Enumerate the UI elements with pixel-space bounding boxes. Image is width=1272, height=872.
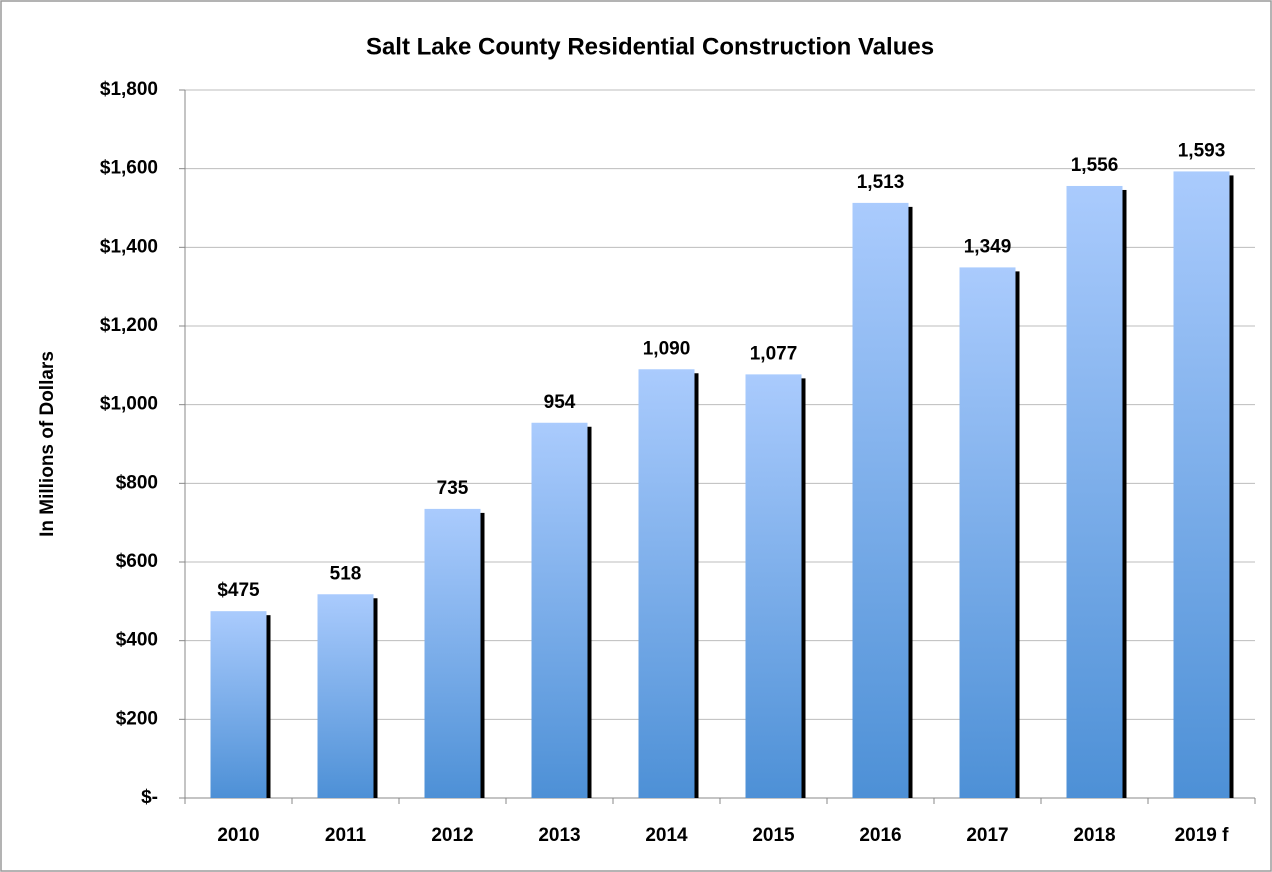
x-tick-label: 2015 xyxy=(752,825,795,846)
y-tick-label: $1,400 xyxy=(100,236,158,257)
data-label: 735 xyxy=(437,478,469,499)
y-tick-label: $1,000 xyxy=(100,394,158,415)
data-label: 1,077 xyxy=(750,343,798,364)
y-tick-label: $200 xyxy=(116,708,158,729)
x-tick-label: 2017 xyxy=(966,825,1008,846)
y-axis-title: In Millions of Dollars xyxy=(37,351,58,537)
x-tick-label: 2018 xyxy=(1073,825,1115,846)
data-label: 1,513 xyxy=(857,172,905,193)
y-tick-label: $1,800 xyxy=(100,79,158,100)
data-label: 1,349 xyxy=(964,236,1012,257)
chart-title: Salt Lake County Residential Constructio… xyxy=(366,33,934,60)
bar xyxy=(1173,171,1230,799)
data-label: 518 xyxy=(330,563,362,584)
data-label: 1,593 xyxy=(1178,140,1226,161)
x-tick-label: 2013 xyxy=(538,825,580,846)
bar xyxy=(1066,185,1123,798)
y-tick-label: $1,200 xyxy=(100,315,158,336)
bar xyxy=(959,267,1016,799)
y-tick-label: $400 xyxy=(116,630,158,651)
x-tick-label: 2012 xyxy=(431,825,473,846)
x-tick-label: 2014 xyxy=(645,825,688,846)
y-tick-label: $600 xyxy=(116,551,158,572)
bar xyxy=(852,202,909,799)
data-label: 954 xyxy=(544,392,576,413)
bar xyxy=(317,594,374,798)
x-tick-label: 2010 xyxy=(217,825,259,846)
data-label: 1,556 xyxy=(1071,155,1119,176)
data-label: 1,090 xyxy=(643,338,691,359)
x-tick-label: 2016 xyxy=(859,825,901,846)
bar xyxy=(745,374,802,798)
bar xyxy=(210,611,267,798)
y-tick-label: $800 xyxy=(116,472,158,493)
bar xyxy=(638,369,695,798)
y-tick-label: $- xyxy=(141,787,158,808)
data-label: $475 xyxy=(217,580,260,601)
x-tick-label: 2019 f xyxy=(1175,825,1230,846)
bar xyxy=(424,508,481,798)
y-tick-label: $1,600 xyxy=(100,158,158,179)
x-tick-label: 2011 xyxy=(325,825,367,846)
bar xyxy=(531,422,588,798)
